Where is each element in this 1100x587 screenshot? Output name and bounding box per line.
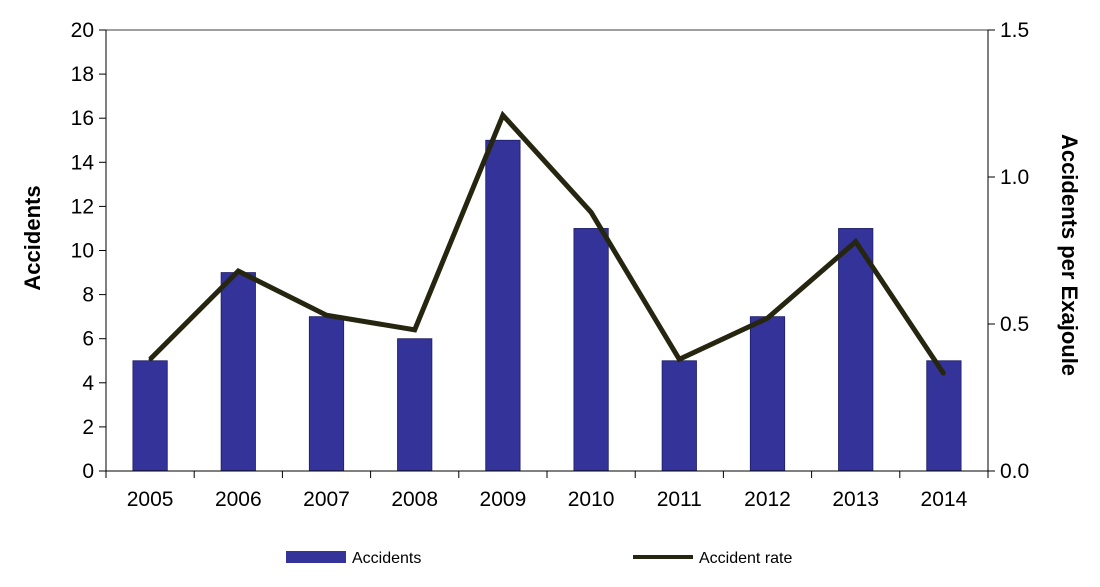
rate-point-2007	[325, 313, 328, 317]
accident-rate-line	[148, 110, 946, 376]
bar-2014	[926, 360, 962, 472]
x-tick-label-2009: 2009	[480, 488, 527, 511]
rate-point-2014	[942, 372, 946, 376]
bar-2006	[220, 272, 256, 472]
bar-2011	[661, 360, 697, 472]
y-tick-label-right: 0.0	[1000, 460, 1029, 483]
y-tick-label-left: 4	[82, 372, 94, 395]
y-tick-label-left: 20	[71, 19, 94, 42]
x-tick-label-2013: 2013	[832, 488, 879, 511]
rate-point-2005	[148, 357, 152, 361]
rate-point-2013	[854, 240, 858, 244]
y-tick-label-left: 14	[71, 151, 95, 174]
x-tick-label-2014: 2014	[921, 488, 968, 511]
rate-point-2010	[589, 210, 593, 214]
bar-2007	[308, 316, 345, 472]
rate-point-2006	[236, 269, 240, 273]
x-tick-label-2005: 2005	[127, 488, 174, 511]
bar-2008	[397, 338, 433, 472]
y-tick-label-left: 8	[82, 284, 94, 307]
bar-series-accidents	[132, 139, 962, 472]
rate-point-2008	[413, 328, 417, 332]
y-axis-title-right: Accidents per Exajoule	[1057, 134, 1082, 376]
rate-point-2011	[677, 357, 681, 361]
y-tick-label-left: 10	[71, 240, 94, 263]
y-tick-label-left: 2	[82, 416, 94, 439]
x-tick-label-2008: 2008	[391, 488, 438, 511]
axes: 0 2 4 6 8 10 12 14 16 18 20 0.0 0.5 1.0 1.5 2005 2006 200…	[71, 19, 1030, 511]
legend-swatch-accidents	[286, 551, 346, 563]
y-tick-label-left: 16	[71, 107, 94, 130]
legend-label-accidents: Accidents	[352, 550, 421, 567]
x-tick-label-2007: 2007	[303, 488, 350, 511]
rate-point-2012	[766, 316, 769, 320]
legend: Accidents Accident rate	[286, 550, 792, 567]
bar-2010	[573, 228, 609, 472]
y-tick-label-left: 6	[82, 328, 94, 351]
y-tick-label-right: 1.5	[1000, 19, 1029, 42]
legend-label-accident-rate: Accident rate	[699, 550, 792, 567]
x-tick-label-2012: 2012	[744, 488, 791, 511]
bar-2013	[838, 228, 874, 472]
y-axis-title-left: Accidents	[20, 185, 45, 290]
rate-point-2009	[501, 113, 505, 117]
bar-2009	[485, 139, 521, 472]
x-tick-label-2010: 2010	[568, 488, 615, 511]
y-tick-label-left: 0	[82, 460, 94, 483]
y-tick-label-left: 18	[71, 63, 94, 86]
y-tick-label-right: 0.5	[1000, 313, 1029, 336]
y-tick-label-right: 1.0	[1000, 166, 1029, 189]
x-tick-label-2011: 2011	[657, 488, 702, 511]
line-series-accident-rate	[148, 110, 946, 376]
y-tick-label-left: 12	[71, 195, 94, 218]
bar-2012	[749, 316, 786, 472]
x-tick-label-2006: 2006	[215, 488, 262, 511]
bar-2005	[132, 360, 168, 472]
